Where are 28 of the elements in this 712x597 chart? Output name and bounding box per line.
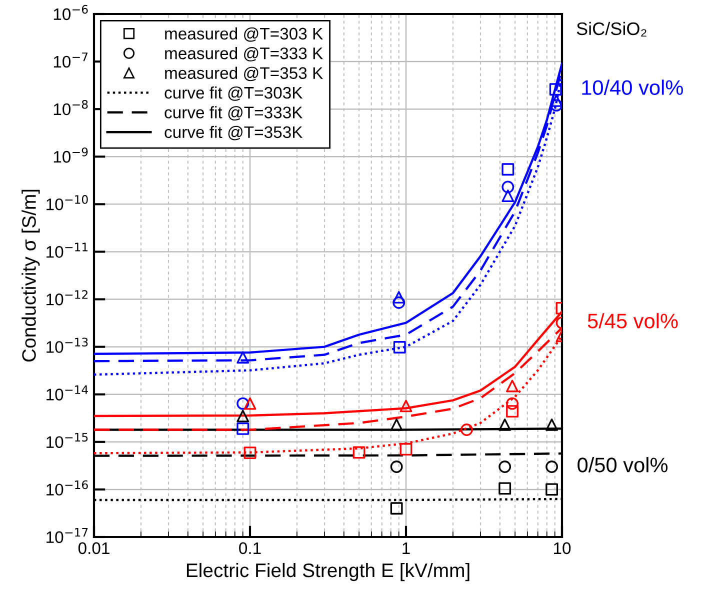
x-axis-title: Electric Field Strength E [kV/mm]	[186, 562, 470, 582]
x-tick-label: 10	[554, 542, 571, 554]
legend-label: measured @T=353 K	[165, 66, 323, 82]
y-tick-label: 10$^{−13}$	[46, 338, 88, 353]
legend-label: curve fit @T=353K	[164, 126, 303, 140]
y-tick-label: 10$^{−17}$	[46, 528, 88, 544]
annotation: 10/40 vol%	[582, 80, 683, 95]
legend-label: curve fit @T=333K	[164, 106, 303, 121]
y-tick-label: 10$^{−16}$	[46, 480, 88, 496]
y-tick-label: 10$^{−11}$	[46, 242, 88, 258]
y-tick-label: 10$^{−14}$	[46, 385, 88, 400]
y-axis-title: Conductivity σ [S/m]	[22, 190, 40, 362]
y-tick-label: 10$^{−6}$	[54, 4, 88, 20]
x-tick-label: 0.1	[239, 542, 261, 554]
text: SiC/SiO₂	[576, 22, 646, 36]
legend-label: curve fit @T=303K	[164, 86, 303, 101]
annotation: 0/50 vol%	[578, 457, 668, 472]
legend-label: measured @T=333 K	[165, 47, 323, 62]
y-tick-label: 10$^{−12}$	[46, 290, 88, 306]
x-tick-label: 0.01	[78, 542, 110, 554]
y-tick-label: 10$^{−8}$	[54, 100, 88, 116]
y-tick-label: 10$^{−9}$	[54, 148, 88, 163]
y-tick-label: 10$^{−10}$	[46, 195, 88, 210]
x-tick-label: 1	[402, 542, 410, 554]
y-tick-label: 10$^{−7}$	[54, 52, 88, 68]
legend-label: measured @T=303 K	[165, 27, 323, 42]
y-tick-label: 10$^{−15}$	[46, 432, 88, 448]
annotation: 5/45 vol%	[588, 313, 678, 328]
